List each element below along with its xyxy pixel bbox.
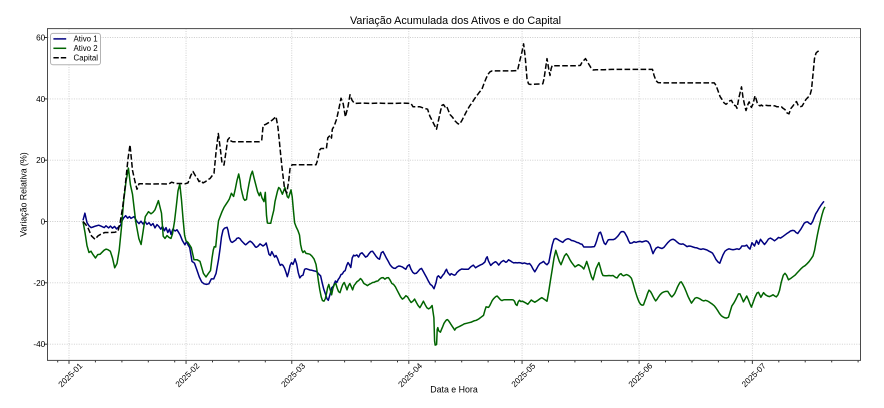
- svg-text:20: 20: [36, 156, 46, 165]
- svg-text:60: 60: [36, 34, 46, 43]
- svg-text:Capital: Capital: [74, 54, 99, 63]
- svg-text:Ativo 1: Ativo 1: [74, 35, 98, 44]
- svg-text:-20: -20: [33, 279, 45, 288]
- svg-text:Variação Relativa (%): Variação Relativa (%): [19, 152, 29, 236]
- svg-text:0: 0: [41, 218, 46, 227]
- svg-text:40: 40: [36, 95, 46, 104]
- svg-text:Data e Hora: Data e Hora: [430, 384, 478, 394]
- svg-text:Ativo 2: Ativo 2: [74, 44, 98, 53]
- svg-text:-40: -40: [33, 340, 45, 349]
- svg-text:Variação Acumulada dos Ativos: Variação Acumulada dos Ativos e do Capit…: [350, 15, 561, 27]
